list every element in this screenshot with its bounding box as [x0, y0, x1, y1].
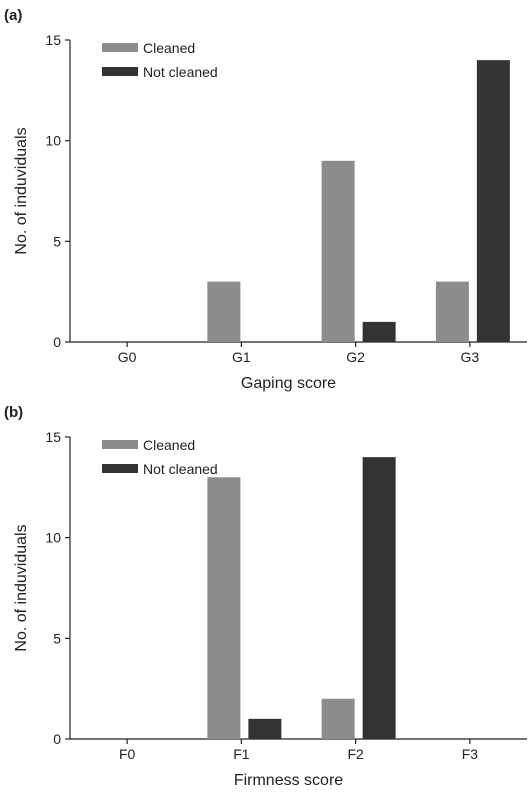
- bar-cleaned-f2: [321, 698, 355, 739]
- y-tick-label: 10: [45, 133, 61, 149]
- y-axis-title: No. of induviduals: [13, 127, 30, 254]
- chart-panel-b: (b) 0 5 10 15 No. of induviduals F0 F1 F2 F3 Firmn…: [4, 404, 527, 789]
- x-axis-title: Gaping score: [241, 375, 336, 392]
- x-tick-label: F0: [119, 746, 136, 762]
- legend-swatch-cleaned: [102, 43, 138, 52]
- bar-not-cleaned-g3: [476, 60, 510, 343]
- chart-panel-a: (a) 0 5 10 15 No. of induviduals G0 G1 G2 G3 Gapin…: [4, 7, 527, 392]
- legend-swatch-not-cleaned: [102, 67, 138, 76]
- legend-label-not-cleaned: Not cleaned: [143, 461, 218, 477]
- bar-not-cleaned-f2: [362, 457, 396, 739]
- x-tick-label: F2: [347, 746, 364, 762]
- y-tick-label: 15: [45, 429, 61, 445]
- x-tick-label: G3: [461, 349, 480, 365]
- legend-label-cleaned: Cleaned: [143, 40, 195, 56]
- panel-label: (a): [4, 7, 22, 24]
- x-tick-label: F3: [462, 746, 479, 762]
- y-tick-label: 5: [53, 630, 61, 646]
- bar-not-cleaned-f1: [248, 718, 282, 739]
- y-tick-label: 10: [45, 530, 61, 546]
- legend-label-cleaned: Cleaned: [143, 437, 195, 453]
- x-tick-label: G0: [118, 349, 137, 365]
- legend-label-not-cleaned: Not cleaned: [143, 64, 218, 80]
- y-tick-label: 0: [53, 731, 61, 747]
- x-tick-label: G2: [346, 349, 365, 365]
- bar-cleaned-g3: [435, 281, 469, 342]
- x-axis-title: Firmness score: [234, 772, 343, 789]
- y-tick-label: 0: [53, 334, 61, 350]
- bar-cleaned-f1: [207, 477, 241, 739]
- panel-label: (b): [4, 404, 23, 421]
- bar-not-cleaned-g2: [362, 321, 396, 342]
- y-tick-label: 15: [45, 32, 61, 48]
- bar-cleaned-g1: [207, 281, 241, 342]
- y-axis-title: No. of induviduals: [13, 524, 30, 651]
- x-tick-label: F1: [233, 746, 250, 762]
- x-tick-label: G1: [232, 349, 251, 365]
- y-tick-label: 5: [53, 233, 61, 249]
- legend-swatch-not-cleaned: [102, 464, 138, 473]
- legend-swatch-cleaned: [102, 440, 138, 449]
- bar-cleaned-g2: [321, 160, 355, 342]
